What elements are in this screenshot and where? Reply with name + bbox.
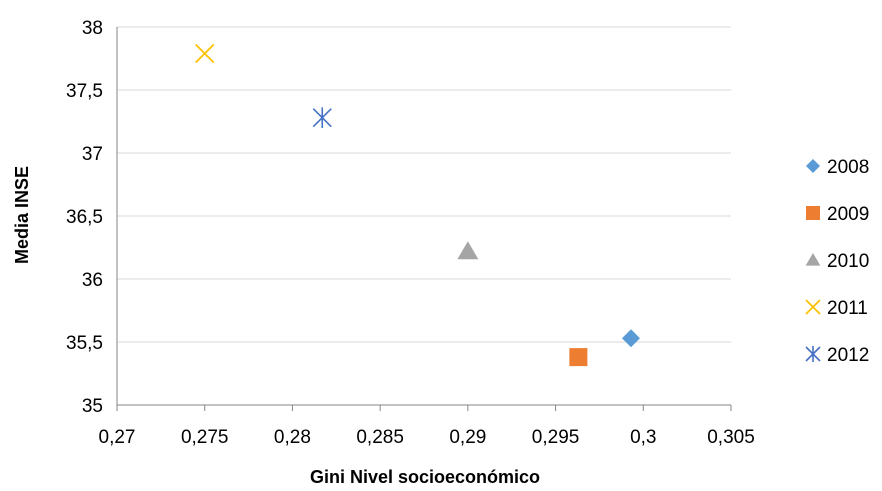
data-point-2009 bbox=[569, 348, 588, 367]
legend-marker-2008 bbox=[806, 159, 820, 173]
y-tick-labels: 35 35,5 36 36,5 37 37,5 38 bbox=[66, 18, 103, 417]
x-tick-label: 0,275 bbox=[181, 427, 229, 448]
x-tick-label: 0,29 bbox=[449, 427, 486, 448]
legend-marker-2010 bbox=[805, 253, 821, 266]
y-axis-label: Media INSE bbox=[12, 166, 32, 264]
legend-marker-2012 bbox=[805, 345, 821, 363]
legend-marker-2011 bbox=[805, 299, 821, 315]
x-tick-label: 0,295 bbox=[532, 427, 580, 448]
x-tick-label: 0,27 bbox=[99, 427, 136, 448]
data-point-2011 bbox=[195, 43, 215, 64]
legend-label-2008: 2008 bbox=[827, 157, 869, 178]
gridlines bbox=[117, 26, 731, 343]
axes bbox=[116, 27, 732, 411]
x-tick-label: 0,285 bbox=[356, 427, 404, 448]
x-axis-label: Gini Nivel socioeconómico bbox=[310, 467, 540, 487]
legend-label-2011: 2011 bbox=[827, 298, 868, 319]
y-tick-label: 35,5 bbox=[66, 333, 103, 354]
y-tick-label: 37 bbox=[82, 144, 103, 165]
y-tick-label: 36 bbox=[82, 270, 103, 291]
data-point-2010 bbox=[457, 241, 479, 260]
x-tick-labels: 0,27 0,275 0,28 0,285 0,29 0,295 0,3 0,305 bbox=[99, 427, 755, 448]
data-point-2012 bbox=[312, 107, 332, 129]
y-tick-label: 38 bbox=[82, 18, 103, 39]
y-tick-label: 37,5 bbox=[66, 81, 103, 102]
x-tick-label: 0,305 bbox=[707, 427, 755, 448]
y-tick-label: 36,5 bbox=[66, 207, 103, 228]
x-tick-label: 0,28 bbox=[274, 427, 311, 448]
y-tick-label: 35 bbox=[82, 396, 103, 417]
data-point-2008 bbox=[622, 329, 641, 348]
legend-label-2012: 2012 bbox=[827, 345, 869, 366]
data-points bbox=[195, 43, 641, 367]
x-tick-label: 0,3 bbox=[630, 427, 656, 448]
legend: 2008 2009 2010 2011 2012 bbox=[805, 157, 869, 366]
legend-marker-2009 bbox=[806, 206, 820, 220]
legend-label-2009: 2009 bbox=[827, 204, 869, 225]
legend-label-2010: 2010 bbox=[827, 251, 869, 272]
